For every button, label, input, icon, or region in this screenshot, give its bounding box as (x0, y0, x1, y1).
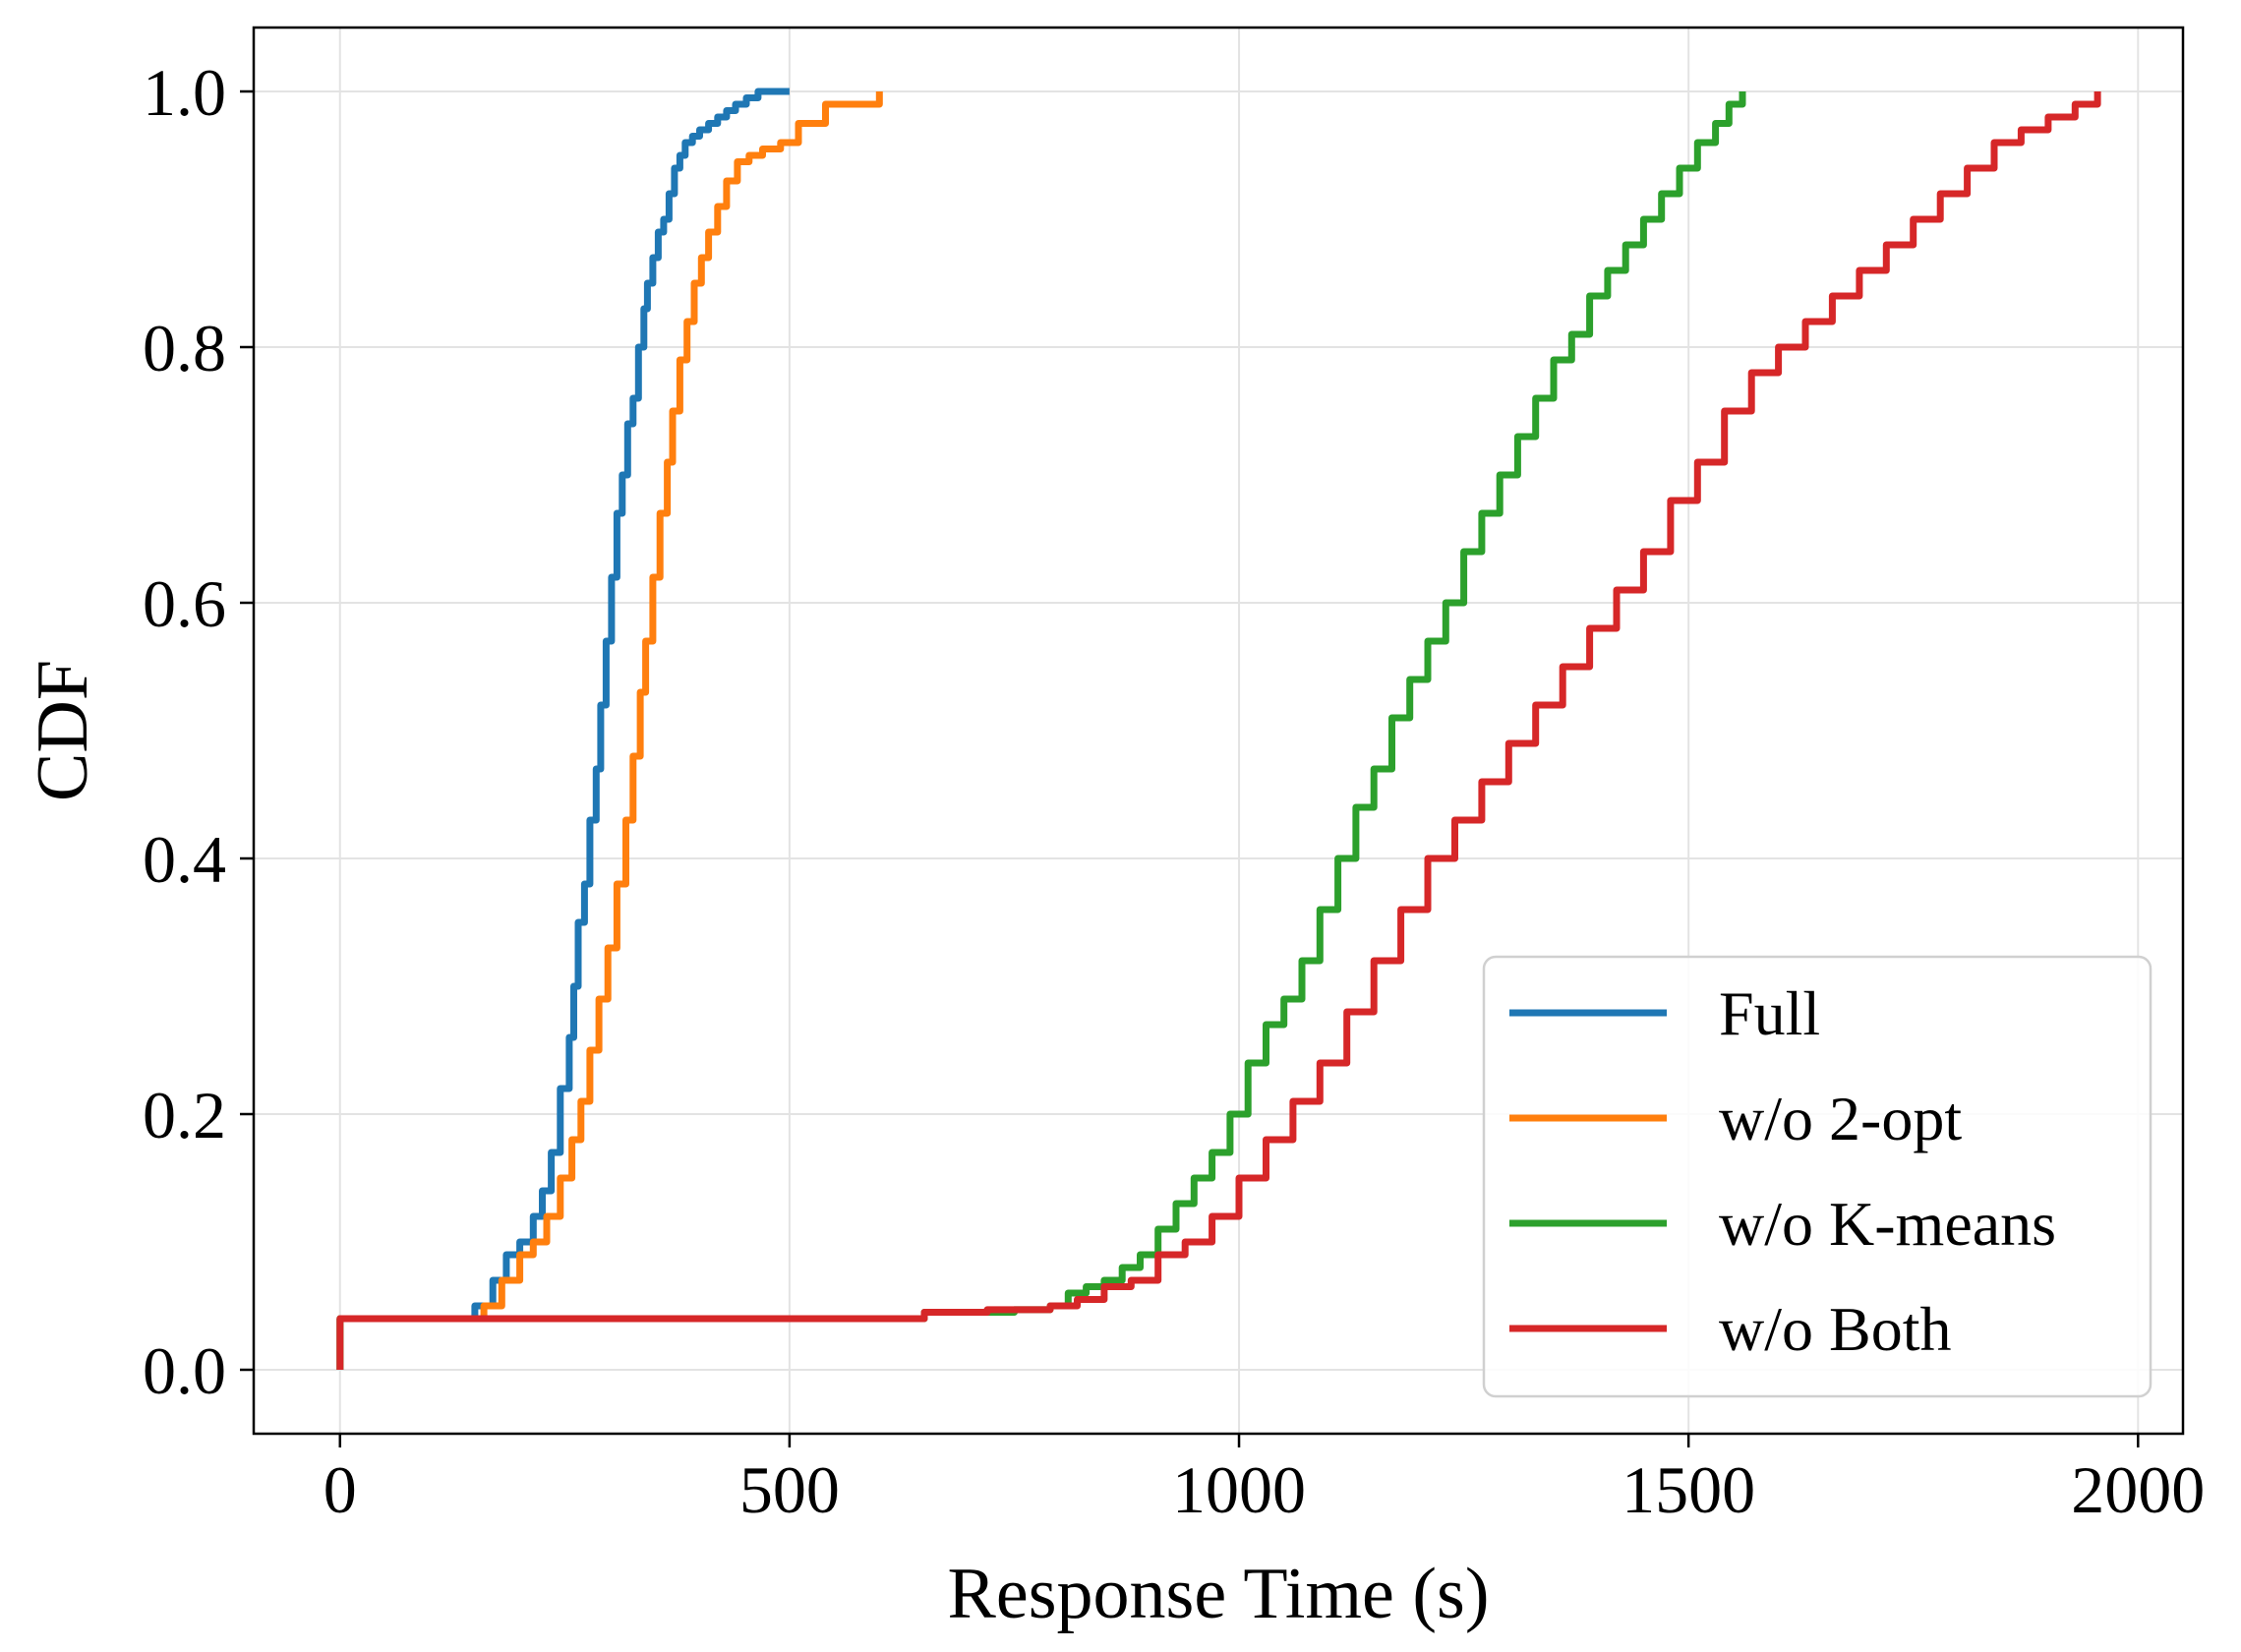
y-tick-label: 0.6 (143, 566, 226, 641)
y-axis-label: CDF (23, 660, 103, 801)
tick-layer: 0 500 1000 1500 2000 0.0 0.2 0.4 0.6 0.8 1.0 (143, 55, 2205, 1527)
y-tick-label: 0.8 (143, 311, 226, 385)
y-tick-label: 0.4 (143, 822, 226, 897)
x-tick-label: 2000 (2071, 1452, 2205, 1527)
x-tick-label: 0 (324, 1452, 357, 1527)
plot-frame (252, 26, 2185, 1436)
legend-label-full: Full (1719, 978, 1820, 1048)
legend-label-w-o-both: w/o Both (1719, 1294, 1951, 1364)
x-tick-label: 500 (739, 1452, 840, 1527)
y-tick-label: 1.0 (143, 55, 226, 130)
series-line-w-o-both (336, 91, 2101, 1370)
series-line-full (336, 88, 790, 1370)
legend-label-w-o-2-opt: w/o 2-opt (1719, 1084, 1962, 1153)
x-axis-label: Response Time (s) (948, 1554, 1490, 1634)
y-tick-label: 0.2 (143, 1078, 226, 1152)
x-tick-label: 1500 (1622, 1452, 1755, 1527)
x-tick-label: 1000 (1172, 1452, 1306, 1527)
y-tick-label: 0.0 (143, 1333, 226, 1408)
series-layer (336, 88, 2101, 1370)
grid-layer (254, 28, 2183, 1434)
legend-label-w-o-k-means: w/o K-means (1719, 1189, 2056, 1259)
legend: Full w/o 2-opt w/o K-means w/o Both (1482, 955, 2153, 1398)
legend-box (1482, 955, 2153, 1398)
series-line-w-o-2-opt (336, 91, 883, 1370)
